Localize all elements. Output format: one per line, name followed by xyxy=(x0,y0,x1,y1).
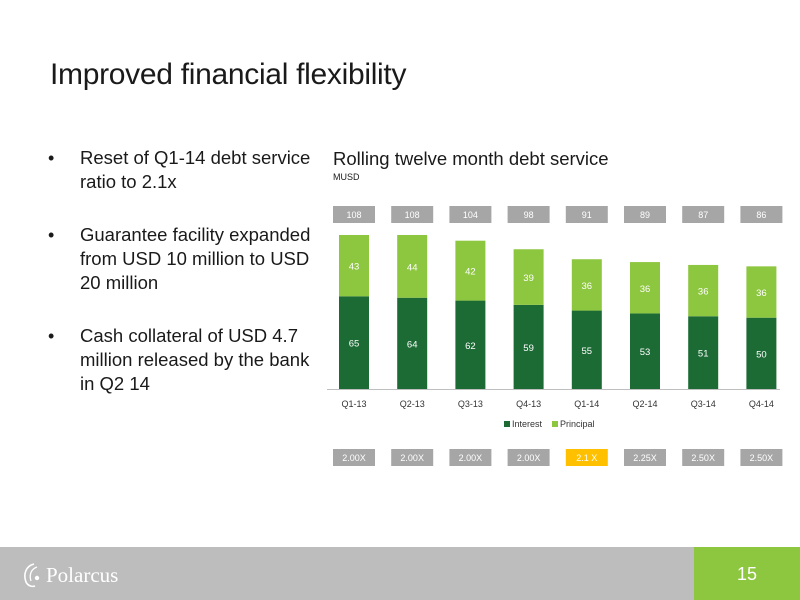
total-label: 91 xyxy=(582,210,592,220)
bar-interest xyxy=(630,313,660,389)
ratio-label: 2.00X xyxy=(517,453,541,463)
total-badge xyxy=(624,206,666,223)
data-label-interest: 55 xyxy=(582,346,593,357)
chart-title: Rolling twelve month debt service xyxy=(333,148,609,169)
ratio-badge xyxy=(565,449,608,466)
chart-subtitle: MUSD xyxy=(333,172,360,182)
page-number: 15 xyxy=(736,564,758,584)
bar-principal xyxy=(746,266,777,318)
data-label-principal: 36 xyxy=(698,287,709,298)
bar-interest xyxy=(513,304,544,389)
ratio-badge xyxy=(449,449,492,466)
bullet-list: Reset of Q1-14 debt service ratio to 2.1… xyxy=(48,146,328,425)
data-label-principal: 43 xyxy=(349,262,360,273)
data-label-interest: 50 xyxy=(756,349,767,360)
ratio-badge xyxy=(333,449,375,466)
data-label-principal: 36 xyxy=(640,284,651,295)
total-badge xyxy=(449,206,492,223)
bar-interest xyxy=(339,296,369,389)
total-label: 87 xyxy=(698,210,708,220)
data-label-interest: 65 xyxy=(349,339,360,350)
ratio-label: 2.1 X xyxy=(576,453,597,463)
logo-wordmark: Polarcus xyxy=(46,562,119,587)
footer-bar: Polarcus xyxy=(0,547,800,600)
total-label: 108 xyxy=(405,210,420,220)
bar-principal xyxy=(630,262,660,314)
data-label-principal: 44 xyxy=(407,262,418,273)
data-label-interest: 62 xyxy=(465,341,476,352)
ratio-label: 2.25X xyxy=(633,453,657,463)
data-label-interest: 59 xyxy=(523,343,534,354)
ratio-badge xyxy=(391,449,434,466)
ratio-label: 2.00X xyxy=(342,453,366,463)
total-label: 98 xyxy=(524,210,534,220)
bar-principal xyxy=(571,259,602,311)
total-badge xyxy=(333,206,375,223)
bullet-item: Reset of Q1-14 debt service ratio to 2.1… xyxy=(48,146,328,194)
legend-swatch-interest xyxy=(504,421,510,427)
bar-principal xyxy=(397,234,428,298)
bar-principal xyxy=(339,234,369,297)
total-label: 108 xyxy=(346,210,361,220)
total-badge xyxy=(565,206,608,223)
total-badge xyxy=(391,206,434,223)
total-badge xyxy=(682,206,725,223)
bar-interest xyxy=(688,316,719,389)
total-label: 89 xyxy=(640,210,650,220)
ratio-label: 2.00X xyxy=(400,453,424,463)
ratio-label: 2.50X xyxy=(691,453,715,463)
x-tick-label: Q3-14 xyxy=(691,399,716,409)
bar-interest xyxy=(455,300,486,389)
polarcus-logo-icon xyxy=(24,563,40,588)
slide-title: Improved financial flexibility xyxy=(50,58,407,91)
legend-label-interest: Interest xyxy=(512,419,543,429)
data-label-interest: 64 xyxy=(407,339,418,350)
ratio-badge xyxy=(507,449,550,466)
x-tick-label: Q4-13 xyxy=(516,399,541,409)
x-tick-label: Q1-14 xyxy=(574,399,599,409)
bar-principal xyxy=(455,240,486,301)
x-tick-label: Q1-13 xyxy=(341,399,366,409)
total-badge xyxy=(740,206,783,223)
data-label-interest: 51 xyxy=(698,349,709,360)
page-number-box: 15 xyxy=(694,547,800,600)
data-label-principal: 42 xyxy=(465,267,476,278)
total-label: 86 xyxy=(756,210,766,220)
ratio-badge xyxy=(740,449,783,466)
data-label-principal: 36 xyxy=(756,288,767,299)
data-label-principal: 36 xyxy=(582,281,593,292)
bar-interest xyxy=(746,317,777,389)
bar-interest xyxy=(397,297,428,389)
legend-swatch-principal xyxy=(552,421,558,427)
bullet-item: Guarantee facility expanded from USD 10 … xyxy=(48,223,328,295)
x-tick-label: Q2-14 xyxy=(632,399,657,409)
legend-label-principal: Principal xyxy=(560,419,595,429)
bar-interest xyxy=(571,310,602,389)
data-label-interest: 53 xyxy=(640,347,651,358)
ratio-badge xyxy=(624,449,666,466)
data-label-principal: 39 xyxy=(523,273,534,284)
ratio-label: 2.50X xyxy=(750,453,774,463)
ratio-label: 2.00X xyxy=(459,453,483,463)
company-logo: Polarcus xyxy=(22,561,118,589)
bar-principal xyxy=(688,264,719,317)
x-tick-label: Q3-13 xyxy=(458,399,483,409)
bar-principal xyxy=(513,249,544,305)
total-label: 104 xyxy=(463,210,478,220)
bullet-item: Cash collateral of USD 4.7 million relea… xyxy=(48,324,328,396)
ratio-badge xyxy=(682,449,725,466)
total-badge xyxy=(507,206,550,223)
x-tick-label: Q4-14 xyxy=(749,399,774,409)
x-tick-label: Q2-13 xyxy=(400,399,425,409)
